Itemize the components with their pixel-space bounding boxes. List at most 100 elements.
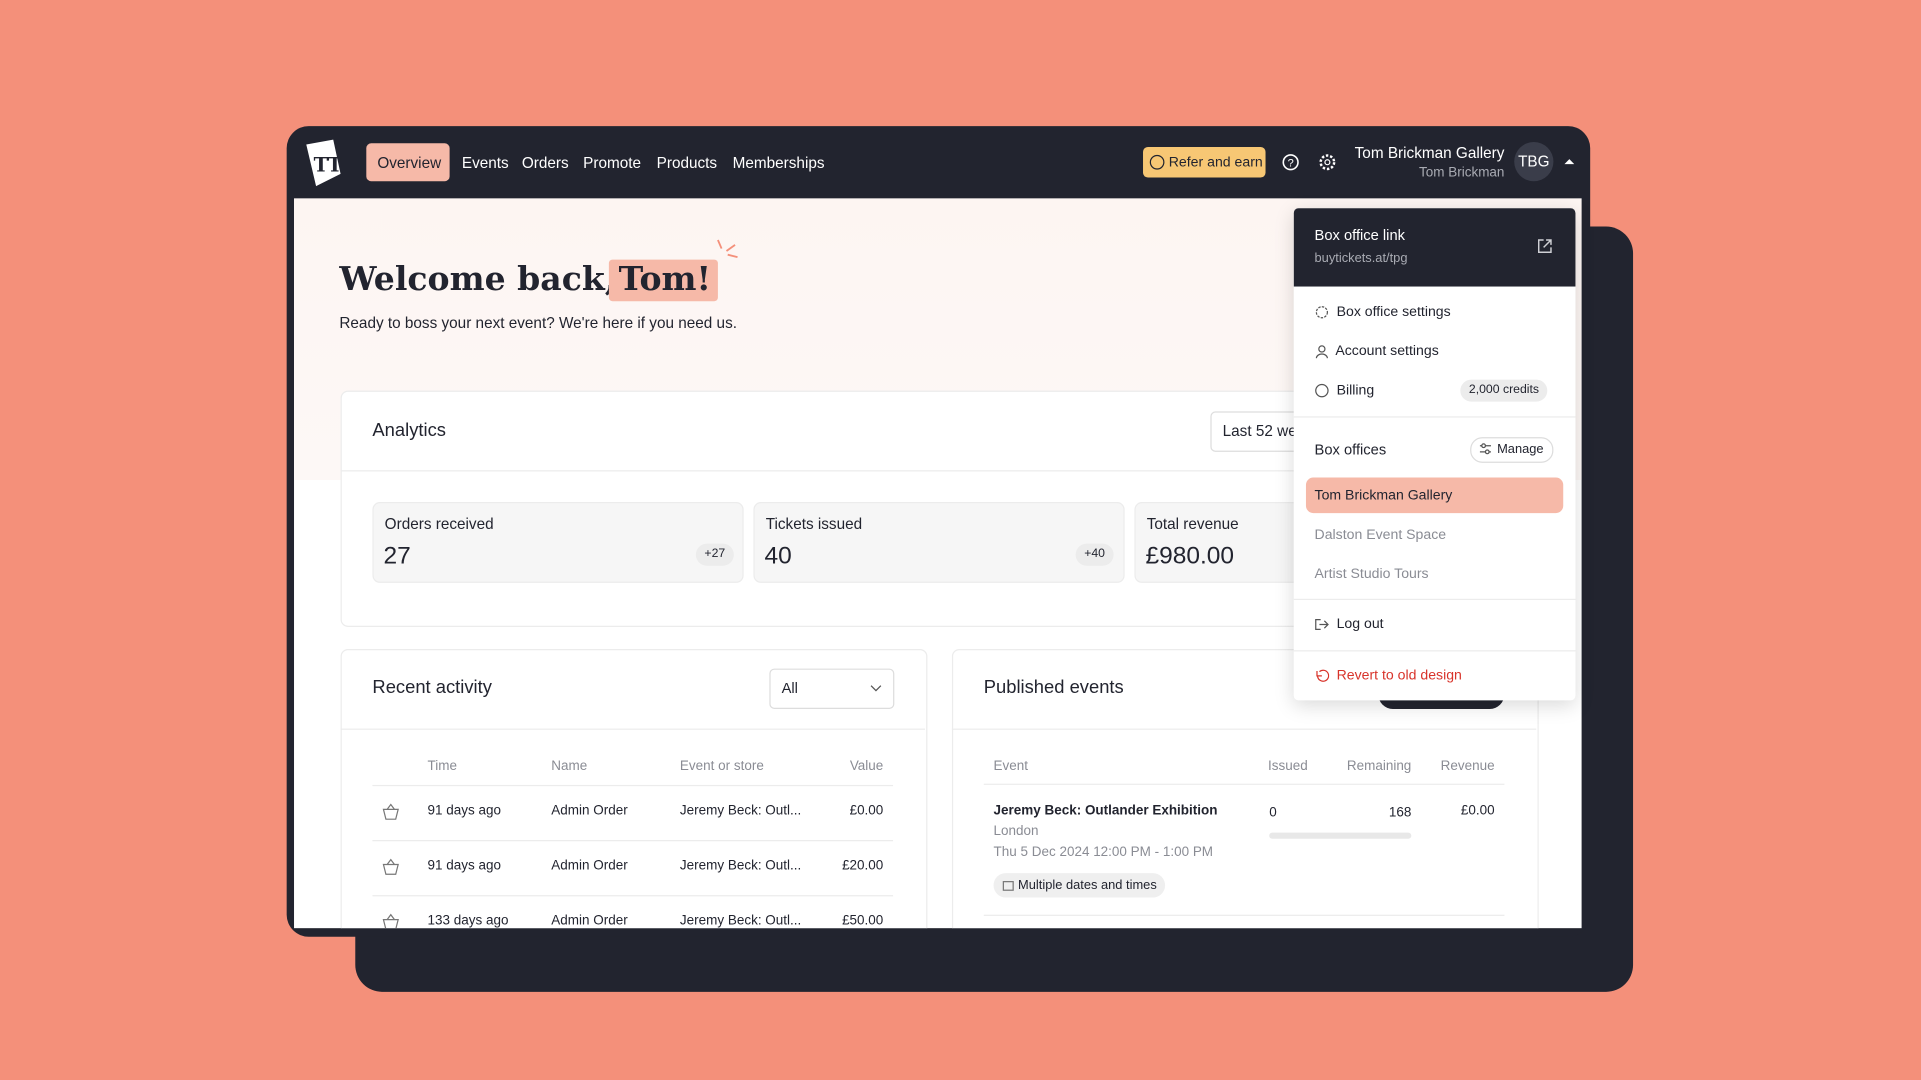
menu-item[interactable]: Log out <box>1336 617 1384 632</box>
menu-item[interactable]: Box office settings <box>1336 304 1451 320</box>
progress-bar <box>1269 832 1412 839</box>
cell: Admin Order <box>551 803 628 818</box>
remaining: 168 <box>1388 805 1412 821</box>
nav-item[interactable]: Promote <box>583 154 642 172</box>
stat-change: +27 <box>695 543 734 566</box>
column-header: Time <box>427 759 458 774</box>
divider <box>983 914 1505 916</box>
manage-label: Manage <box>1497 442 1544 457</box>
stat-label: Total revenue <box>1146 515 1239 533</box>
refer-label: Refer and earn <box>1168 155 1263 171</box>
nav-item[interactable]: Events <box>461 154 509 172</box>
cell: £0.00 <box>849 803 884 818</box>
manage-button[interactable] <box>1470 437 1554 463</box>
cell: Admin Order <box>551 858 628 874</box>
avatar[interactable]: TBG <box>1514 142 1554 182</box>
stat-value: £980.00 <box>1145 542 1235 570</box>
welcome-subtitle: Ready to boss your next event? We're her… <box>339 314 737 332</box>
sliders-icon <box>1479 443 1491 455</box>
divider <box>951 728 1537 730</box>
user-icon <box>1315 345 1329 359</box>
nav-item[interactable]: Memberships <box>732 154 825 172</box>
event-date: Thu 5 Dec 2024 12:00 PM - 1:00 PM <box>993 844 1214 860</box>
cell: Jeremy Beck: Outl... <box>679 913 802 929</box>
cell: 91 days ago <box>427 803 501 818</box>
stat-label: Orders received <box>384 515 494 533</box>
name-highlight <box>608 259 718 302</box>
gear-icon <box>1315 306 1329 319</box>
divider <box>340 728 925 730</box>
chevron <box>870 685 882 692</box>
stat-label: Tickets issued <box>765 515 863 533</box>
stat-card <box>372 502 744 583</box>
stat-value: 40 <box>764 542 792 570</box>
cell: Jeremy Beck: Outl... <box>679 858 802 874</box>
event-title[interactable]: Jeremy Beck: Outlander Exhibition <box>993 803 1218 818</box>
card-title: Published events <box>983 677 1124 698</box>
account-menu <box>1293 208 1576 701</box>
cell: Admin Order <box>551 913 628 929</box>
calendar-icon <box>1002 881 1014 891</box>
credits-badge: 2,000 credits <box>1460 379 1548 402</box>
caret[interactable] <box>1564 158 1575 165</box>
divider <box>1293 416 1576 418</box>
billing-icon <box>1315 383 1329 398</box>
card-title: Analytics <box>372 420 446 441</box>
section-title: Box offices <box>1314 440 1387 458</box>
divider <box>372 895 894 897</box>
help-icon[interactable]: ? <box>1281 153 1299 171</box>
settings-icon[interactable] <box>1318 153 1336 171</box>
card-title: Recent activity <box>372 677 492 698</box>
range-label: Last 52 we <box>1222 422 1297 440</box>
stat-value: 27 <box>383 542 411 570</box>
nav-item[interactable]: Products <box>656 154 718 172</box>
cell: £50.00 <box>842 913 884 929</box>
column-header: Remaining <box>1346 759 1412 774</box>
user-name: Tom Brickman <box>1419 165 1505 181</box>
filter-label: All <box>781 679 798 697</box>
logout-icon <box>1315 618 1329 631</box>
menu-header[interactable] <box>1293 208 1576 287</box>
basket-icon <box>382 858 399 875</box>
selected-bg <box>1305 477 1564 514</box>
basket-icon <box>382 913 399 929</box>
logo: TT <box>306 139 343 187</box>
filter-select[interactable] <box>769 668 895 709</box>
external-icon <box>1537 239 1552 253</box>
column-header: Name <box>551 759 588 774</box>
nav-active-bg <box>366 143 450 182</box>
issued: 0 <box>1269 805 1277 821</box>
menu-item[interactable]: Billing <box>1336 383 1375 398</box>
revert-icon <box>1316 669 1330 682</box>
divider <box>1293 650 1576 652</box>
svg-text:TT: TT <box>314 153 343 176</box>
box-office[interactable]: Dalston Event Space <box>1314 527 1447 543</box>
nav-item[interactable]: Overview <box>377 154 442 172</box>
welcome-title: Welcome back, <box>339 260 617 299</box>
menu-link-url: buytickets.at/tpg <box>1314 251 1408 266</box>
column-header: Event <box>993 759 1029 774</box>
menu-item[interactable]: Revert to old design <box>1336 668 1462 684</box>
revenue: £0.00 <box>1460 803 1495 818</box>
divider <box>372 784 894 787</box>
menu-item[interactable]: Account settings <box>1335 344 1439 359</box>
cell: 91 days ago <box>427 858 501 874</box>
cell: £20.00 <box>842 858 884 874</box>
box-office[interactable]: Tom Brickman Gallery <box>1314 488 1453 504</box>
column-header: Event or store <box>679 759 764 774</box>
welcome-name: Tom! <box>618 260 712 299</box>
box-office[interactable]: Artist Studio Tours <box>1314 566 1429 582</box>
column-header: Revenue <box>1440 759 1495 774</box>
activity-card <box>340 648 928 929</box>
divider <box>340 470 1395 472</box>
divider <box>1293 598 1576 601</box>
column-header: Issued <box>1267 759 1308 774</box>
column-header: Value <box>849 759 884 774</box>
basket-icon <box>382 803 399 820</box>
nav-item[interactable]: Orders <box>521 154 569 172</box>
account-name: Tom Brickman Gallery <box>1354 144 1505 162</box>
event-location: London <box>993 824 1039 839</box>
cell: Jeremy Beck: Outl... <box>679 803 802 818</box>
